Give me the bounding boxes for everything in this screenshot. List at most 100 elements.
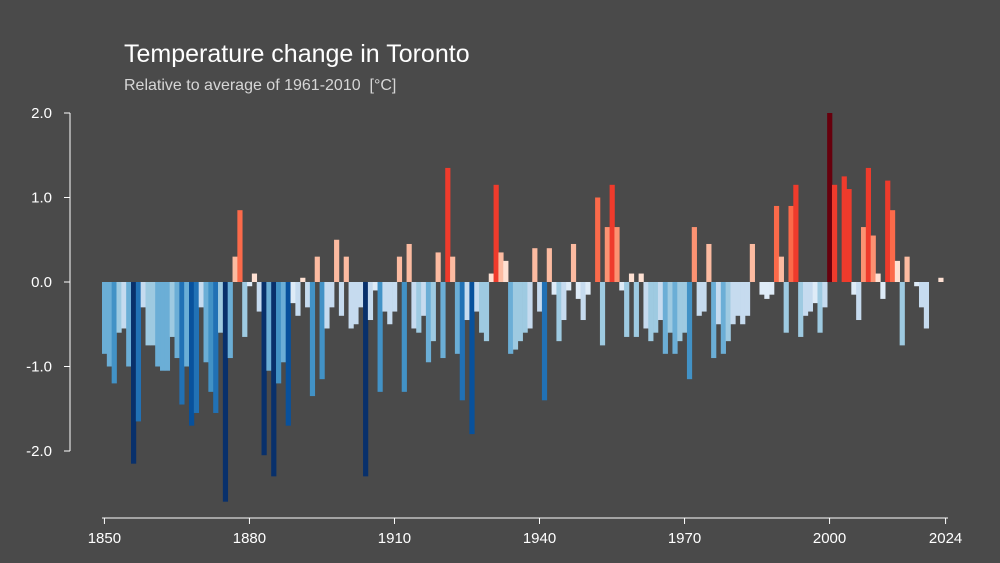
bar-2004 xyxy=(846,189,852,282)
bar-1875 xyxy=(222,282,229,502)
bar-1851 xyxy=(106,282,113,367)
bar-1880 xyxy=(247,282,253,287)
bar-1865 xyxy=(174,282,180,359)
bar-1968 xyxy=(672,282,678,354)
bar-1963 xyxy=(648,282,654,342)
bar-1878 xyxy=(237,210,243,283)
bar-1876 xyxy=(227,282,233,359)
bar-1965 xyxy=(657,282,664,321)
bar-2005 xyxy=(851,282,857,295)
bar-1853 xyxy=(116,282,122,333)
bar-1867 xyxy=(184,282,190,367)
bar-1975 xyxy=(706,243,712,282)
y-tick-label: -1.0 xyxy=(26,359,52,376)
bar-1954 xyxy=(604,227,610,282)
bar-1981 xyxy=(735,282,741,316)
bar-1989 xyxy=(773,205,780,282)
bar-2016 xyxy=(904,256,910,282)
bar-1950 xyxy=(585,282,591,295)
bar-1949 xyxy=(580,282,586,321)
bar-2019 xyxy=(918,282,925,308)
bar-1871 xyxy=(203,282,209,363)
bar-1923 xyxy=(454,282,461,354)
bar-1921 xyxy=(445,167,451,283)
bar-1894 xyxy=(314,256,320,282)
bar-1996 xyxy=(807,282,813,312)
bar-2020 xyxy=(923,282,930,329)
bar-1953 xyxy=(599,282,606,346)
bar-1874 xyxy=(218,282,224,333)
bar-1913 xyxy=(406,243,412,282)
bar-1930 xyxy=(488,273,494,282)
bar-1974 xyxy=(701,282,707,312)
bar-1882 xyxy=(256,282,262,312)
x-tick-label: 1940 xyxy=(523,530,556,547)
bar-1900 xyxy=(343,256,349,282)
bar-2015 xyxy=(899,282,905,346)
bar-1979 xyxy=(725,282,731,342)
bar-1866 xyxy=(179,282,185,405)
bar-1936 xyxy=(517,282,523,342)
bar-2001 xyxy=(831,184,838,282)
bar-1863 xyxy=(164,282,171,371)
bar-1955 xyxy=(609,184,615,282)
bar-2014 xyxy=(894,260,900,283)
bar-1957 xyxy=(619,282,625,291)
bar-1893 xyxy=(309,282,316,397)
bar-1919 xyxy=(435,252,441,282)
bar-1888 xyxy=(285,282,291,426)
bar-1961 xyxy=(638,273,644,282)
bar-1887 xyxy=(280,282,287,363)
y-tick-label: 2.0 xyxy=(31,105,52,122)
bar-1947 xyxy=(570,243,577,282)
bar-1929 xyxy=(483,282,490,342)
bar-1886 xyxy=(276,282,282,384)
bar-2013 xyxy=(889,210,896,283)
bar-1916 xyxy=(421,282,427,316)
bar-1962 xyxy=(643,282,649,329)
x-tick-label: 1910 xyxy=(378,530,411,547)
bar-2018 xyxy=(914,282,920,287)
bar-1973 xyxy=(696,282,702,316)
x-tick-label: 2000 xyxy=(813,530,846,547)
bar-1881 xyxy=(251,273,258,282)
bar-1904 xyxy=(363,282,369,477)
bar-1864 xyxy=(169,282,175,337)
bar-1933 xyxy=(503,260,509,283)
bar-1901 xyxy=(348,282,354,329)
bar-1917 xyxy=(425,282,432,363)
bar-1941 xyxy=(541,282,548,401)
bar-2007 xyxy=(860,227,867,282)
bar-1932 xyxy=(498,252,504,282)
bar-1966 xyxy=(662,282,668,354)
bar-1895 xyxy=(319,282,325,380)
bar-1890 xyxy=(295,282,301,316)
bar-1983 xyxy=(744,282,751,316)
bar-1970 xyxy=(682,282,688,333)
bar-1897 xyxy=(329,282,335,308)
bar-1906 xyxy=(372,282,378,291)
bar-1905 xyxy=(367,282,374,321)
bar-1860 xyxy=(150,282,156,346)
bar-1991 xyxy=(783,282,789,333)
bar-1972 xyxy=(691,227,697,282)
bar-1911 xyxy=(396,256,403,282)
x-tick-label: 1970 xyxy=(668,530,701,547)
bar-1883 xyxy=(261,282,267,456)
bar-1910 xyxy=(392,282,398,312)
bar-1884 xyxy=(266,282,272,371)
bar-2008 xyxy=(865,167,871,283)
bar-1896 xyxy=(324,282,330,329)
bar-1986 xyxy=(759,282,765,295)
bar-1971 xyxy=(686,282,693,380)
bar-1938 xyxy=(527,282,533,329)
bar-1926 xyxy=(469,282,475,435)
bar-1892 xyxy=(305,282,311,308)
chart-subtitle: Relative to average of 1961-2010 [°C] xyxy=(124,77,397,94)
bar-1870 xyxy=(198,282,204,308)
bar-1944 xyxy=(556,282,562,342)
bar-1992 xyxy=(788,205,794,282)
bar-1873 xyxy=(213,282,219,413)
bar-1948 xyxy=(575,282,581,299)
